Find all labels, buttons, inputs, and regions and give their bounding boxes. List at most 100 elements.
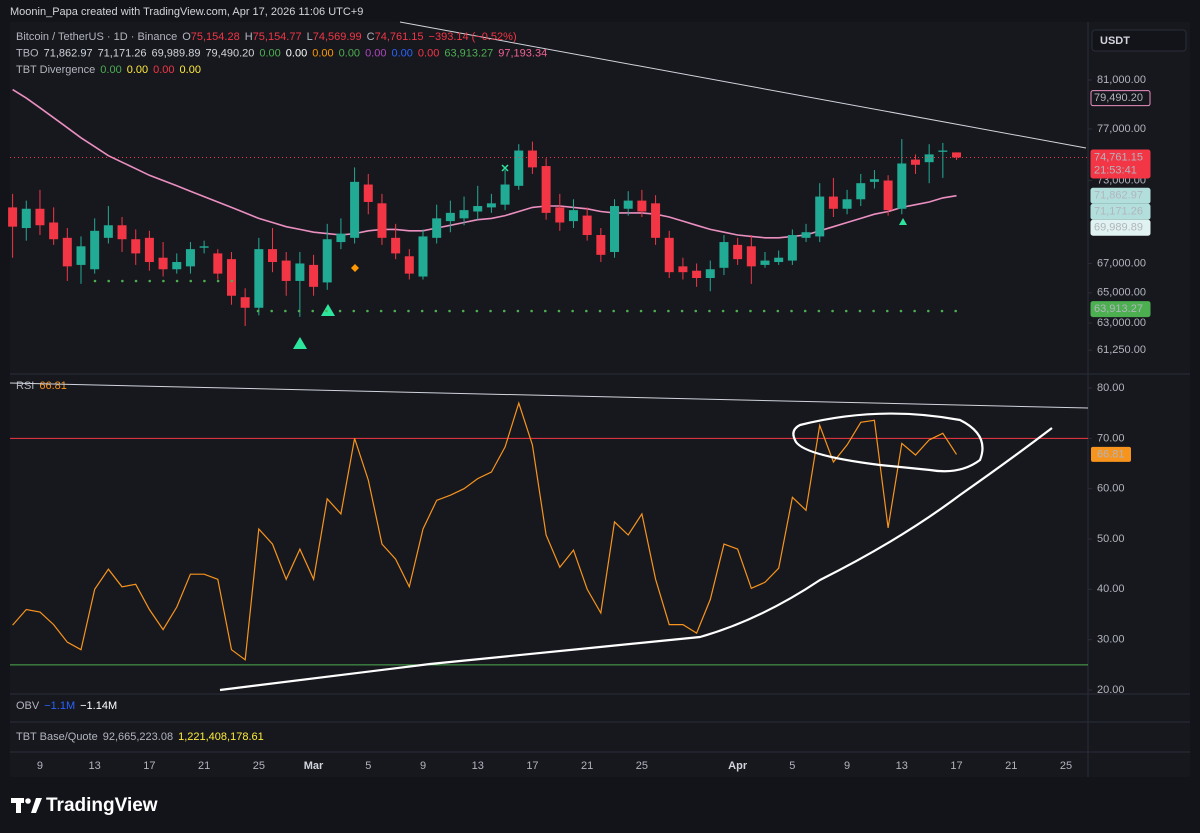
dot (571, 309, 574, 313)
y-tick-label: 61,250.00 (1097, 344, 1146, 356)
legend-value: 0.00 (312, 47, 333, 59)
dot (543, 309, 547, 313)
candle-body (103, 225, 113, 238)
signal-triangle (321, 304, 335, 316)
legend-value: −1.1M (44, 700, 75, 712)
brand-logo (11, 798, 42, 813)
candle-body (610, 206, 620, 252)
candle-body (801, 232, 811, 238)
dot (667, 309, 670, 313)
y-tick-label: 30.00 (1097, 634, 1125, 646)
dot (612, 309, 615, 313)
candle-body (774, 257, 784, 263)
y-tick-label: 70.00 (1097, 432, 1125, 444)
chart-area (10, 22, 1190, 777)
candle-body (897, 163, 907, 209)
candle-body (719, 242, 729, 268)
price-label-box (1090, 149, 1151, 179)
price-label: 79,490.20 (1094, 92, 1143, 104)
legend-value: 71,171.26 (98, 47, 147, 59)
candle-body (541, 166, 551, 213)
legend-value: 0.00 (391, 47, 412, 59)
currency[interactable]: USDT (1100, 35, 1130, 47)
currency-box[interactable] (1091, 29, 1187, 52)
price-label: 69,989.89 (1094, 222, 1143, 234)
logo-part (16, 798, 21, 813)
price-label-box (1090, 203, 1151, 220)
candle-body (185, 249, 195, 267)
legend-value: 0.00 (153, 64, 174, 76)
dot (461, 309, 465, 313)
dot (844, 309, 848, 313)
legend-value: 0.00 (339, 47, 360, 59)
legend-name: Bitcoin / TetherUS · 1D · Binance (16, 31, 177, 43)
dot (148, 279, 152, 283)
candle-body (555, 207, 565, 223)
legend-value: 0.00 (259, 47, 280, 59)
candle-body (377, 203, 387, 238)
candle-body (309, 264, 319, 287)
dot (721, 309, 725, 313)
legend-value: 0.00 (100, 64, 121, 76)
candle-body (144, 237, 154, 263)
signal-triangle (899, 218, 907, 225)
dot (338, 309, 342, 313)
y-tick-label: 40.00 (1097, 583, 1125, 595)
legend-value: 79,490.20 (205, 47, 254, 59)
y-tick-label: 67,000.00 (1097, 257, 1146, 269)
legend-value: 92,665,223.08 (103, 731, 173, 743)
candle-body (787, 235, 797, 261)
candle-body (459, 210, 469, 219)
legend: TBT Divergence 0.00 0.00 0.00 0.00 (16, 64, 201, 76)
dot (899, 309, 903, 313)
dot (448, 309, 451, 313)
dot (680, 309, 684, 313)
legend-value: 63,913.27 (444, 47, 493, 59)
legend-value: H (245, 31, 253, 43)
x-tick-label: 17 (143, 760, 155, 772)
dot (311, 309, 315, 313)
dot (762, 309, 766, 313)
price-label-box (1090, 90, 1151, 107)
x-tick-label: 21 (581, 760, 593, 772)
dot (420, 309, 424, 313)
dot (230, 279, 234, 283)
price-label: 71,862.97 (1094, 190, 1143, 202)
signal-diamond (351, 264, 359, 272)
x-tick-label: 17 (526, 760, 538, 772)
dot (189, 279, 193, 283)
dot (284, 309, 287, 313)
candle-body (623, 200, 633, 209)
dot (121, 279, 124, 283)
candle-body (500, 184, 510, 205)
candle-body (418, 236, 428, 277)
dot (530, 309, 533, 313)
candle-body (856, 183, 866, 200)
candle-body (486, 203, 496, 208)
legend-value: 74,569.99 (313, 31, 362, 43)
legend-name: TBO (16, 47, 39, 59)
dot (107, 279, 110, 283)
dot (134, 279, 138, 283)
candle-body (952, 152, 962, 158)
dot (598, 309, 602, 313)
legend-value: 0.00 (418, 47, 439, 59)
dot (297, 309, 301, 313)
candle-body (637, 200, 647, 212)
x-tick-label: 9 (844, 760, 850, 772)
y-tick-label: 63,000.00 (1097, 317, 1146, 329)
trend-line (9, 382, 1089, 409)
candle-body (8, 207, 18, 227)
dot (93, 279, 97, 283)
x-tick-label: 9 (37, 760, 43, 772)
brand: TradingView (46, 795, 158, 816)
dot (325, 309, 328, 313)
dot (407, 309, 410, 313)
candle-body (678, 266, 688, 273)
legend-value: O (182, 31, 191, 43)
candle-body (828, 196, 838, 209)
candle-body (883, 180, 893, 211)
y-tick-label: 65,000.00 (1097, 287, 1146, 299)
dot (913, 309, 916, 313)
x-tick-label: Mar (304, 760, 324, 772)
